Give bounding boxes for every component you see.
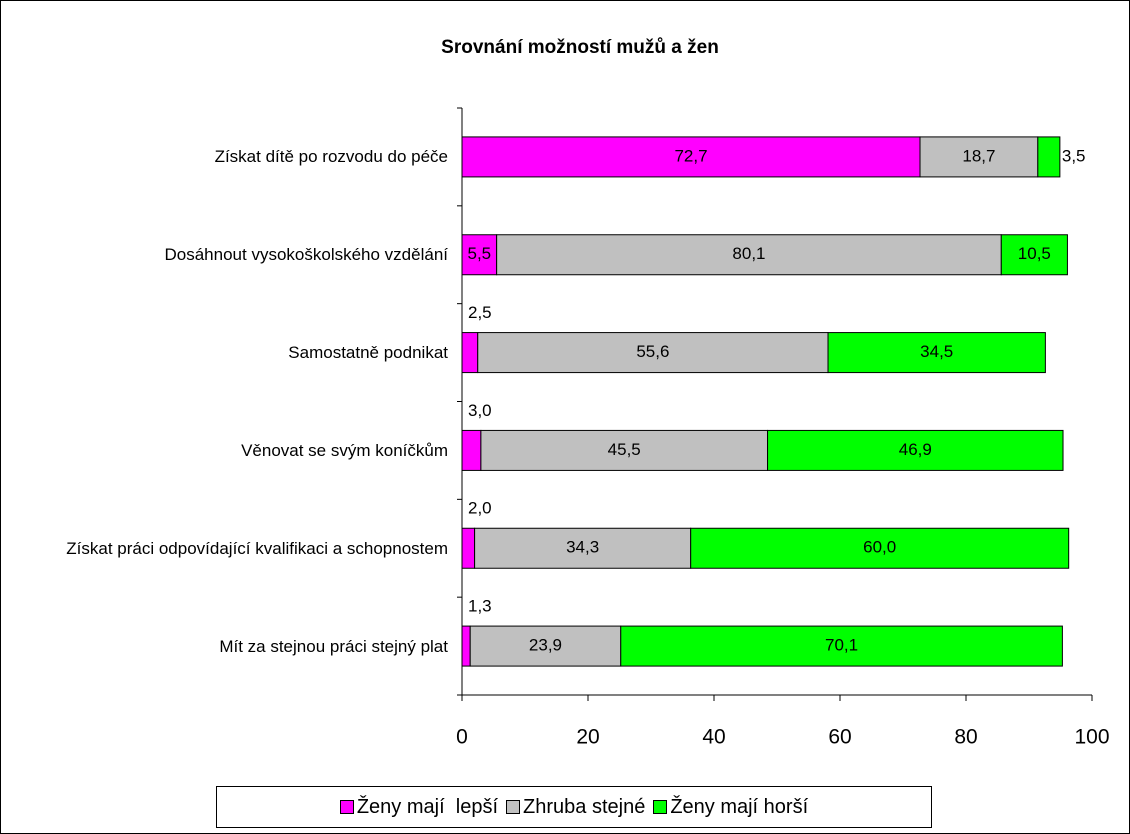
data-label: 2,0 [468, 499, 492, 518]
x-tick-label: 0 [456, 726, 468, 749]
category-label: Samostatně podnikat [288, 343, 448, 363]
data-label: 3,0 [468, 401, 492, 420]
data-label: 10,5 [1018, 244, 1051, 263]
category-label: Věnovat se svým koníčkům [241, 440, 448, 460]
data-label: 80,1 [732, 244, 765, 263]
data-label: 45,5 [608, 440, 641, 459]
data-label: 72,7 [674, 146, 707, 165]
x-tick-label: 100 [1074, 726, 1109, 749]
data-label: 46,9 [899, 440, 932, 459]
bar-segment [690, 527, 1070, 569]
bar-segment [477, 332, 829, 374]
category-label: Dosáhnout vysokoškolského vzdělání [164, 245, 449, 265]
data-label: 5,5 [468, 244, 492, 263]
bar-segment [461, 625, 471, 667]
x-tick-label: 60 [828, 726, 851, 749]
bar-segment [461, 332, 479, 374]
bar-segment [1000, 234, 1068, 276]
legend-swatch [339, 800, 354, 814]
x-tick-label: 40 [702, 726, 725, 749]
x-tick-label: 20 [576, 726, 599, 749]
data-label: 34,3 [566, 538, 599, 557]
legend-swatch [653, 800, 668, 814]
bar-segment [767, 429, 1064, 471]
data-label: 1,3 [468, 597, 492, 616]
chart-title: Srovnání možností mužů a žen [441, 37, 719, 58]
category-label: Získat práci odpovídající kvalifikaci a … [66, 538, 448, 558]
legend-swatch [506, 800, 521, 814]
bar-segment [1037, 136, 1061, 178]
data-label: 3,5 [1062, 146, 1086, 165]
category-label: Získat dítě po rozvodu do péče [214, 147, 448, 167]
bar-segment [827, 332, 1046, 374]
bar-segment [480, 429, 769, 471]
legend-label: Ženy mají lepší [356, 795, 499, 818]
data-label: 2,5 [468, 303, 492, 322]
bar-segment [496, 234, 1002, 276]
legend: Ženy mají lepší Zhruba stejné Ženy mají ho… [216, 786, 932, 828]
data-label: 18,7 [962, 146, 995, 165]
data-label: 60,0 [863, 538, 896, 557]
bar-segment [469, 625, 622, 667]
data-label: 70,1 [825, 636, 858, 655]
data-label: 23,9 [529, 636, 562, 655]
legend-item: Ženy mají lepší [339, 795, 499, 819]
legend-item: Zhruba stejné [506, 796, 645, 819]
bar-segment [461, 429, 482, 471]
category-label: Mít za stejnou práci stejný plat [219, 636, 448, 656]
legend-label: Ženy mají horší [670, 795, 809, 818]
data-label: 55,6 [636, 342, 669, 361]
bar-segment [620, 625, 1063, 667]
bar-segment [461, 234, 498, 276]
bar-segment [474, 527, 692, 569]
x-tick-label: 80 [954, 726, 977, 749]
bar-segment [461, 136, 921, 178]
legend-label: Zhruba stejné [523, 795, 646, 818]
legend-item: Ženy mají horší [653, 796, 808, 819]
data-label: 34,5 [920, 342, 953, 361]
bar-segment [461, 527, 476, 569]
